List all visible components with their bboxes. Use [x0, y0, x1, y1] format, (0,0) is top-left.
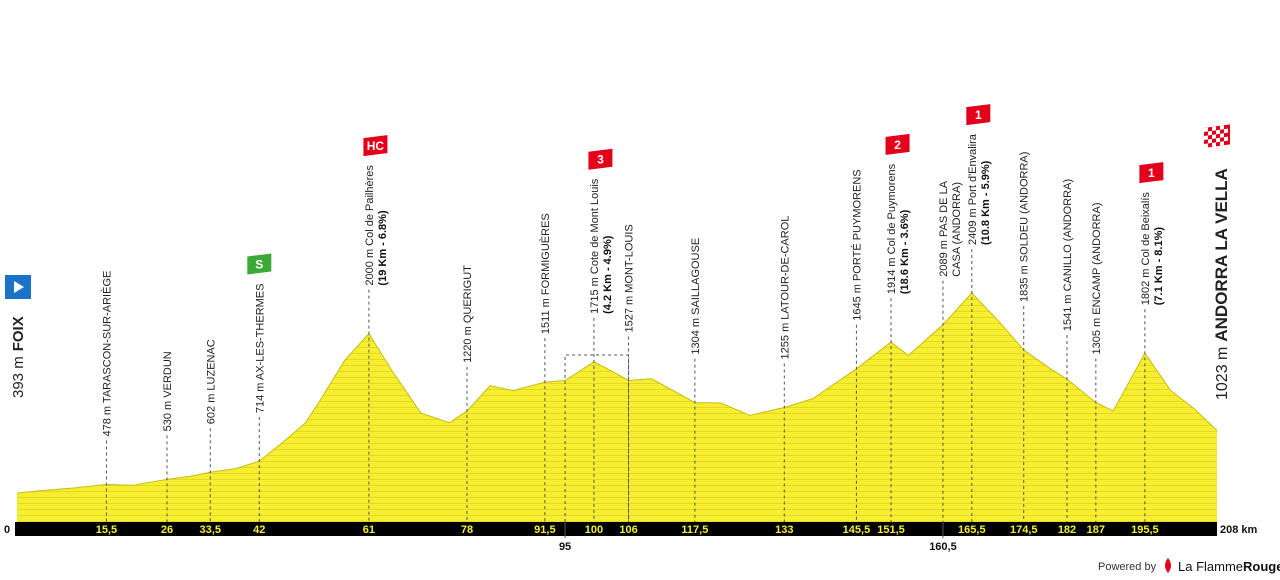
x-tick-label: 182: [1058, 524, 1076, 536]
climb-category: HC: [367, 139, 385, 153]
x-tick-label: 0: [4, 524, 10, 536]
waypoint-label: 1541 m CANILLO (ANDORRA): [1062, 179, 1074, 331]
climb-detail: (18.6 Km - 3.6%): [899, 209, 911, 294]
climb-detail: (4.2 Km - 4.9%): [602, 235, 614, 314]
start-icon: [5, 275, 31, 299]
waypoint-label: 1220 m QUERIGUT: [462, 265, 474, 363]
x-tick-label: 160,5: [929, 541, 957, 553]
finish-flag: [1204, 124, 1230, 148]
climb-detail: (7.1 Km - 8.1%): [1153, 227, 1165, 306]
waypoint-label: 1304 m SAILLAGOUSE: [690, 238, 702, 355]
start-elevation: 393 m: [10, 356, 27, 398]
climb-badge: [247, 253, 272, 275]
waypoint-label: 602 m LUZENAC: [205, 339, 217, 424]
waypoint-label: 1914 m Col de Puymorens: [886, 163, 898, 294]
start-name: FOIX: [10, 316, 27, 351]
brand: La FlammeRouge: [1178, 559, 1280, 574]
x-tick-label: 151,5: [877, 524, 905, 536]
finish-elevation: 1023 m: [1214, 347, 1231, 400]
x-tick-label: 15,5: [96, 524, 117, 536]
waypoint-label: 2089 m PAS DE LA: [938, 180, 950, 276]
x-tick-label: 42: [253, 524, 265, 536]
powered-by: Powered by: [1098, 561, 1157, 573]
x-tick-label: 78: [461, 524, 473, 536]
climb-badge: [1139, 162, 1164, 184]
waypoint-label: 714 m AX-LES-THERMES: [254, 284, 266, 414]
x-tick-label: 208 km: [1220, 524, 1258, 536]
waypoint-label: 2409 m Port d'Envalira: [967, 133, 979, 245]
climb-detail: (19 Km - 6.8%): [377, 210, 389, 286]
climb-badge: [885, 133, 910, 155]
x-tick-label: 174,5: [1010, 524, 1038, 536]
climb-category: S: [255, 258, 263, 272]
climb-category: 1: [1148, 166, 1155, 180]
waypoint-label: 530 m VERDUN: [162, 351, 174, 431]
x-tick-label: 100: [585, 524, 603, 536]
climb-category: 3: [597, 153, 604, 167]
waypoint-label: 1511 m FORMIGUÈRES: [539, 213, 552, 334]
brand-logo: [1165, 558, 1171, 573]
brand-bold: Rouge: [1243, 559, 1280, 574]
waypoint-label: 1305 m ENCAMP (ANDORRA): [1091, 203, 1103, 355]
climb-detail: (10.8 Km - 5.9%): [980, 160, 992, 245]
climb-badge: [363, 135, 388, 157]
finish-label: 1023 m ANDORRA LA VELLA: [1212, 168, 1231, 400]
waypoint-label: 1255 m LATOUR-DE-CAROL: [779, 216, 791, 360]
profile-fill: [17, 293, 1217, 522]
waypoint-label: 1527 m MONT-LOUIS: [624, 224, 636, 332]
x-tick-label: 33,5: [200, 524, 221, 536]
waypoint-label: 1645 m PORTÉ PUYMORENS: [850, 169, 863, 320]
x-tick-label: 26: [161, 524, 173, 536]
x-tick-label: 106: [619, 524, 637, 536]
x-tick-label: 117,5: [681, 524, 708, 536]
climb-badge: [588, 148, 613, 170]
climb-category: 2: [894, 138, 901, 152]
waypoint-label: 1835 m SOLDEU (ANDORRA): [1019, 152, 1031, 302]
waypoint-label: 2000 m Col de Pailhères: [364, 165, 376, 286]
x-tick-label: 95: [559, 541, 571, 553]
x-tick-label: 91,5: [534, 524, 555, 536]
x-tick-label: 145,5: [843, 524, 871, 536]
brand-light: La Flamme: [1178, 559, 1243, 574]
waypoint-label: 1715 m Cote de Mont Louis: [589, 178, 601, 314]
x-tick-label: 195,5: [1131, 524, 1159, 536]
climb-badge: [966, 104, 991, 126]
start-label: 393 m FOIX: [10, 316, 27, 398]
waypoint-label: 1802 m Col de Beixalís: [1140, 192, 1152, 306]
waypoint-label: CASA (ANDORRA): [951, 182, 963, 277]
x-tick-label: 61: [363, 524, 375, 536]
x-tick-label: 165,5: [958, 524, 986, 536]
km-bar: [15, 522, 1217, 536]
x-tick-label: 187: [1087, 524, 1105, 536]
waypoint-label: 478 m TARASCON-SUR-ARIÈGE: [100, 271, 113, 437]
finish-name: ANDORRA LA VELLA: [1212, 168, 1231, 341]
x-tick-label: 133: [775, 524, 793, 536]
climb-category: 1: [975, 108, 982, 122]
